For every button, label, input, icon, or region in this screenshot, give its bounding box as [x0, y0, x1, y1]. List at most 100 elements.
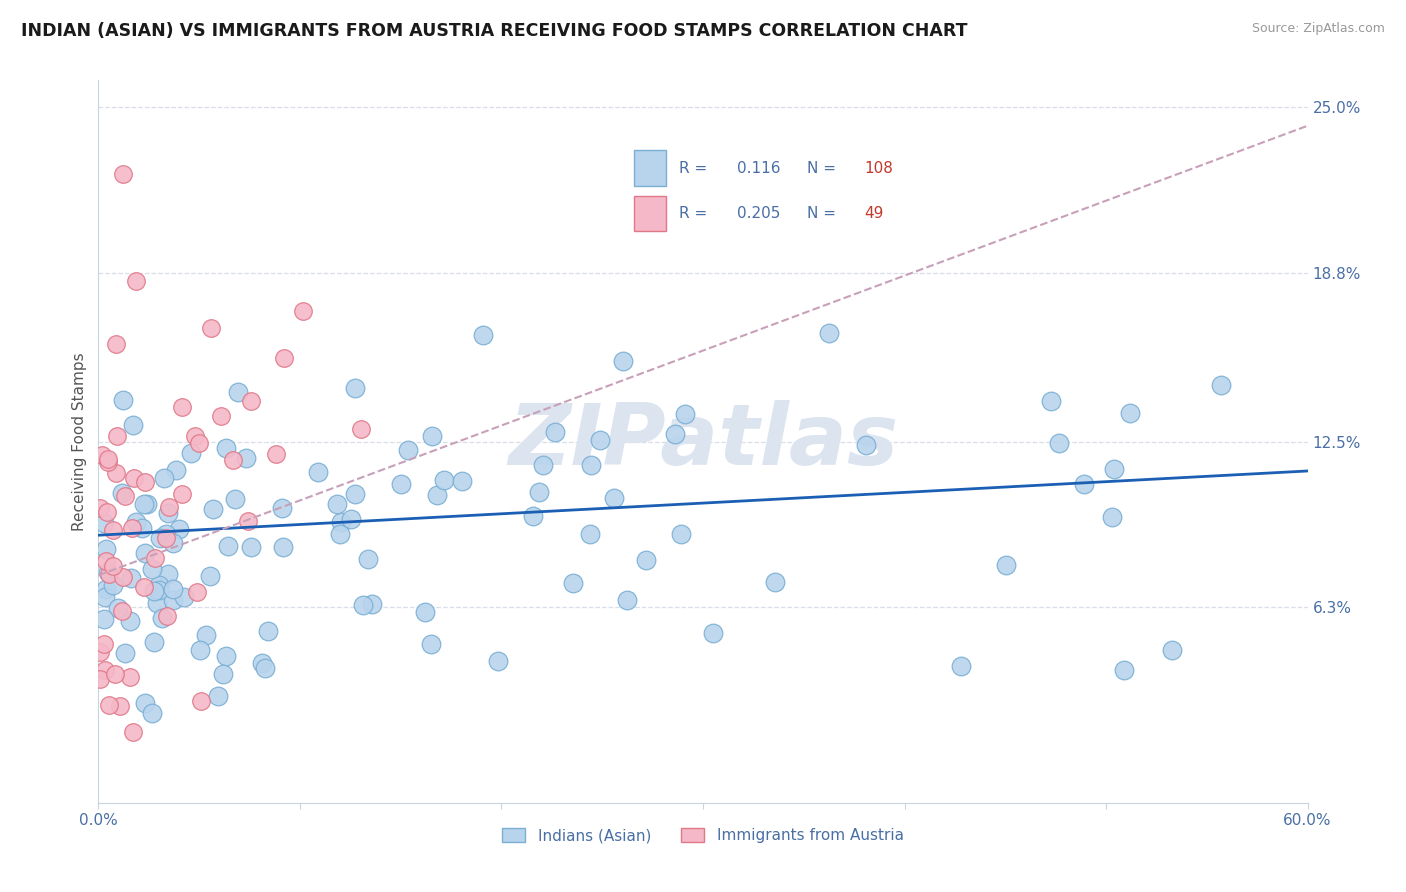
Point — [101, 577, 124, 591]
Point — [173, 590, 195, 604]
Point — [636, 553, 658, 567]
Point — [855, 438, 877, 452]
Point — [389, 477, 412, 491]
Point — [141, 706, 163, 720]
Point — [93, 637, 115, 651]
Point — [257, 624, 280, 639]
Point — [664, 427, 686, 442]
Point — [150, 610, 173, 624]
Point — [97, 567, 120, 582]
Point — [162, 536, 184, 550]
Point — [170, 401, 193, 415]
Point — [222, 452, 245, 467]
Point — [134, 475, 156, 489]
Point — [818, 326, 841, 340]
Point — [96, 505, 118, 519]
Point — [107, 601, 129, 615]
Point — [1161, 643, 1184, 657]
Point — [673, 407, 696, 421]
Point — [112, 570, 135, 584]
Point — [131, 521, 153, 535]
Point — [103, 558, 125, 573]
Point — [207, 689, 229, 703]
Point — [531, 458, 554, 473]
Point — [343, 381, 366, 395]
Point — [162, 582, 184, 596]
Point — [134, 581, 156, 595]
Point — [226, 384, 249, 399]
Point — [121, 521, 143, 535]
Point — [141, 562, 163, 576]
Point — [111, 393, 134, 408]
Point — [89, 645, 111, 659]
Point — [124, 274, 146, 288]
Point — [114, 646, 136, 660]
Point — [105, 429, 128, 443]
Point — [307, 465, 329, 479]
Point — [236, 514, 259, 528]
Point — [522, 508, 544, 523]
Point — [118, 614, 141, 628]
Point — [224, 491, 246, 506]
Point — [1073, 476, 1095, 491]
Text: ZIPatlas: ZIPatlas — [508, 400, 898, 483]
Point — [180, 446, 202, 460]
Point — [114, 489, 136, 503]
Point — [97, 451, 120, 466]
Point — [350, 422, 373, 436]
Point — [1047, 436, 1070, 450]
Point — [134, 545, 156, 559]
Point — [426, 488, 449, 502]
Point — [108, 698, 131, 713]
Point — [188, 642, 211, 657]
Y-axis label: Receiving Food Stamps: Receiving Food Stamps — [72, 352, 87, 531]
Point — [153, 471, 176, 485]
Point — [209, 409, 232, 424]
Point — [157, 500, 180, 514]
Point — [702, 626, 724, 640]
Point — [616, 593, 638, 607]
Point — [190, 694, 212, 708]
Point — [1104, 462, 1126, 476]
Point — [273, 351, 295, 365]
Point — [143, 634, 166, 648]
Point — [361, 597, 384, 611]
Point — [149, 531, 172, 545]
Point — [291, 303, 314, 318]
Point — [134, 497, 156, 511]
Point — [96, 542, 118, 557]
Point — [104, 337, 127, 351]
Point — [239, 540, 262, 554]
Point — [93, 612, 115, 626]
Point — [121, 725, 143, 739]
Point — [145, 596, 167, 610]
Point — [357, 552, 380, 566]
Point — [135, 497, 157, 511]
Point — [201, 502, 224, 516]
Point — [264, 447, 287, 461]
Point — [589, 433, 612, 447]
Point — [162, 593, 184, 607]
Point — [94, 582, 117, 596]
Point — [186, 585, 208, 599]
Point — [101, 524, 124, 538]
Point — [134, 696, 156, 710]
Point — [187, 436, 209, 450]
Point — [581, 458, 603, 473]
Point — [329, 526, 352, 541]
Point — [994, 558, 1017, 572]
Text: Source: ZipAtlas.com: Source: ZipAtlas.com — [1251, 22, 1385, 36]
Point — [200, 321, 222, 335]
Point — [543, 425, 565, 439]
Point — [669, 527, 692, 541]
Point — [451, 474, 474, 488]
Point — [94, 554, 117, 568]
Point — [422, 428, 444, 442]
Point — [170, 487, 193, 501]
Point — [1101, 509, 1123, 524]
Point — [343, 487, 366, 501]
Point — [254, 661, 277, 675]
Point — [763, 574, 786, 589]
Point — [143, 551, 166, 566]
Point — [486, 654, 509, 668]
